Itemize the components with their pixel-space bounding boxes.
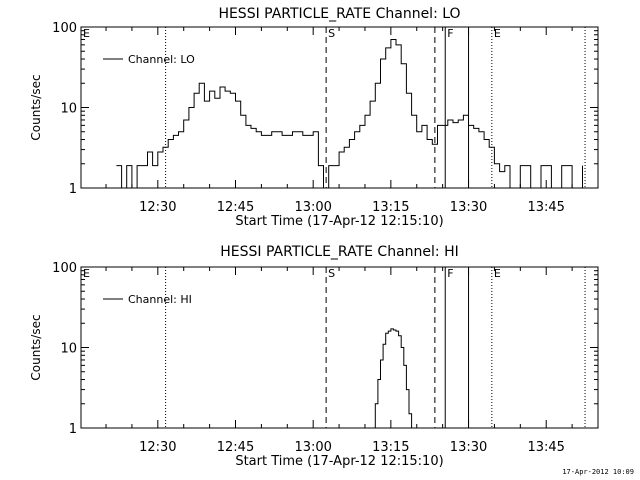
y-tick-label: 1 (69, 182, 77, 197)
y-axis-label: Counts/sec (29, 74, 43, 140)
x-tick-label: 13:30 (450, 200, 487, 215)
series-line (116, 39, 583, 189)
chart-title: HESSI PARTICLE_RATE Channel: HI (220, 244, 458, 260)
legend-label: Channel: HI (128, 293, 192, 306)
x-tick-label: 13:30 (450, 440, 487, 455)
y-tick-label: 100 (52, 261, 77, 276)
timestamp-footer: 17-Apr-2012 10:09 (562, 468, 634, 476)
legend-label: Channel: LO (128, 53, 195, 66)
x-tick-label: 13:15 (372, 200, 409, 215)
x-tick-label: 13:45 (527, 440, 564, 455)
marker-label: F (447, 267, 453, 280)
x-tick-label: 13:15 (372, 440, 409, 455)
x-tick-label: 12:30 (139, 200, 176, 215)
marker-label: F (447, 27, 453, 40)
x-tick-label: 12:30 (139, 440, 176, 455)
y-axis-label: Counts/sec (29, 314, 43, 380)
marker-label: S (328, 267, 335, 280)
x-tick-label: 12:45 (217, 200, 254, 215)
y-tick-label: 10 (60, 342, 77, 357)
marker-label: E (494, 267, 501, 280)
y-tick-label: 100 (52, 21, 77, 36)
marker-label: E (83, 27, 90, 40)
marker-label: S (328, 27, 335, 40)
x-tick-label: 13:00 (294, 200, 331, 215)
x-axis-label: Start Time (17-Apr-12 12:15:10) (235, 454, 443, 469)
marker-label: E (494, 27, 501, 40)
plot-frame (80, 266, 599, 429)
y-tick-label: 1 (69, 422, 77, 437)
y-tick-label: 10 (60, 102, 77, 117)
x-tick-label: 13:00 (294, 440, 331, 455)
series-line (372, 328, 413, 429)
x-tick-label: 12:45 (217, 440, 254, 455)
x-tick-label: 13:45 (527, 200, 564, 215)
marker-label: E (83, 267, 90, 280)
chart-title: HESSI PARTICLE_RATE Channel: LO (218, 6, 460, 22)
x-axis-label: Start Time (17-Apr-12 12:15:10) (235, 214, 443, 229)
